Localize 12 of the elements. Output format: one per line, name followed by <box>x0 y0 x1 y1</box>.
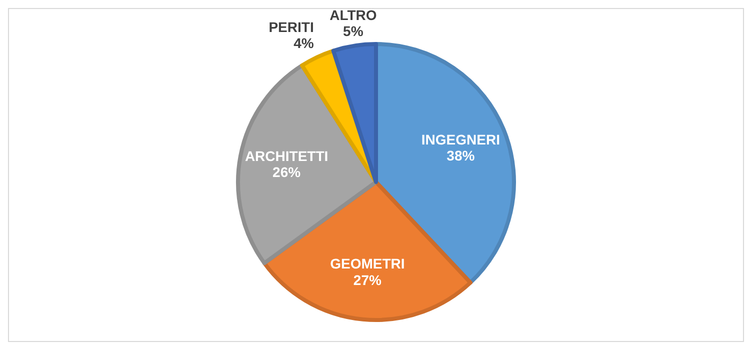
data-label: 4% <box>294 34 314 51</box>
data-label: 26% <box>272 164 302 180</box>
pie-slice <box>262 180 472 322</box>
slice-label: ALTRO <box>330 6 377 23</box>
slice-label: ARCHITETTI <box>244 148 328 164</box>
data-label: 5% <box>343 22 364 39</box>
slice-label: PERITI <box>268 18 314 35</box>
slice-label: INGEGNERI <box>421 131 500 148</box>
data-label: 38% <box>446 148 476 164</box>
pie-slice <box>331 42 378 184</box>
data-label: 27% <box>353 272 382 288</box>
slice-label: GEOMETRI <box>330 256 405 272</box>
